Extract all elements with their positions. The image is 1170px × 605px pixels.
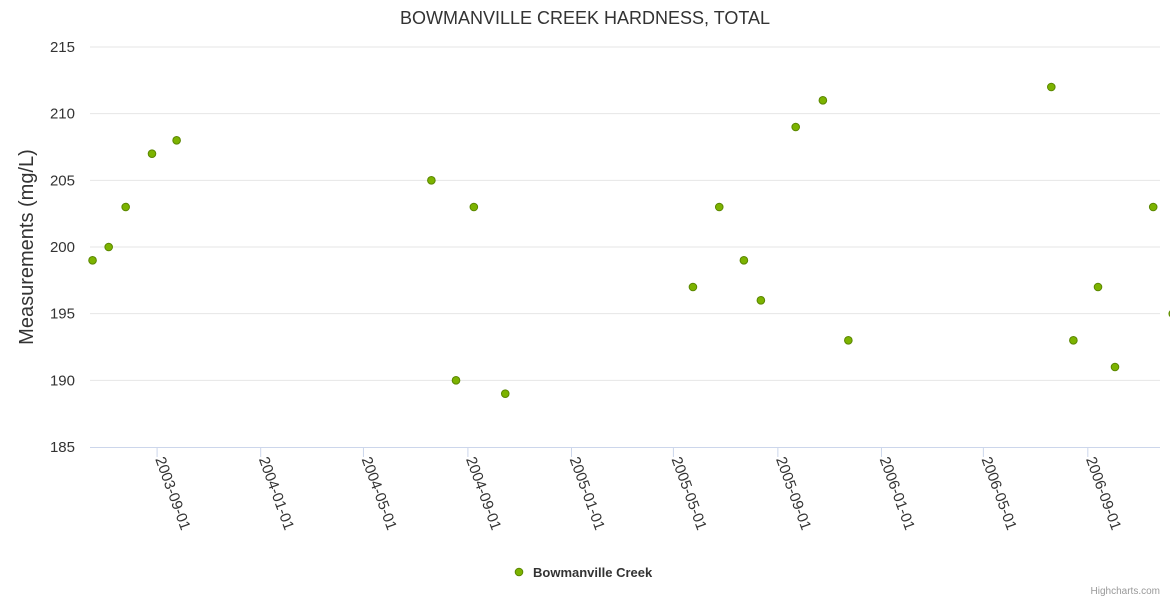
legend[interactable]: Bowmanville Creek [514, 565, 653, 580]
y-tick-label: 215 [50, 39, 75, 56]
y-tick-label: 195 [50, 306, 75, 323]
y-tick-label: 185 [50, 439, 75, 456]
legend-item-label[interactable]: Bowmanville Creek [533, 565, 653, 580]
y-axis: 185 190 195 200 205 210 215 [50, 39, 75, 456]
legend-marker[interactable] [514, 567, 524, 577]
y-tick-label: 210 [50, 106, 75, 123]
data-point[interactable] [121, 202, 130, 212]
x-tick-label: 2006-01-01 [876, 455, 918, 533]
data-point[interactable] [500, 389, 510, 398]
data-point[interactable] [844, 336, 853, 345]
x-tick-label: 2003-09-01 [151, 455, 193, 533]
x-tick-label: 2005-09-01 [772, 455, 814, 533]
y-tick-label: 200 [50, 239, 75, 256]
data-point[interactable] [451, 376, 461, 385]
x-axis: 2003-09-01 2004-01-01 2004-05-01 2004-09-01… [90, 447, 1160, 532]
x-tick-label: 2005-01-01 [566, 455, 608, 533]
data-point[interactable] [688, 282, 698, 292]
x-tick-label: 2004-09-01 [462, 455, 504, 533]
x-tick-label: 2004-05-01 [358, 455, 400, 533]
data-point[interactable] [427, 176, 436, 185]
data-point[interactable] [172, 136, 181, 145]
data-point[interactable] [739, 256, 749, 265]
x-tick-label: 2006-05-01 [978, 455, 1020, 533]
data-point[interactable] [1047, 82, 1056, 92]
data-point[interactable] [1110, 362, 1120, 372]
x-tick-label: 2004-01-01 [255, 455, 297, 533]
credits-link[interactable]: Highcharts.com [1091, 586, 1160, 597]
data-point[interactable] [88, 256, 97, 265]
data-point[interactable] [469, 202, 479, 212]
data-point[interactable] [1148, 202, 1158, 212]
series-bowmanville-creek[interactable] [88, 82, 1170, 398]
data-point[interactable] [147, 149, 157, 158]
data-point[interactable] [791, 122, 800, 132]
data-point[interactable] [818, 96, 828, 105]
y-tick-label: 205 [50, 172, 75, 189]
data-point[interactable] [1069, 336, 1078, 345]
data-point[interactable] [756, 296, 766, 305]
y-tick-label: 190 [50, 372, 75, 389]
data-point[interactable] [104, 242, 113, 252]
x-tick-label: 2005-05-01 [668, 455, 710, 533]
y-axis-title: Measurements (mg/L) [16, 149, 38, 345]
grid [90, 46, 1160, 381]
chart-title: BOWMANVILLE CREEK HARDNESS, TOTAL [400, 8, 770, 28]
x-tick-label: 2006-09-01 [1082, 455, 1124, 533]
data-point[interactable] [714, 202, 724, 212]
data-point[interactable] [1093, 282, 1103, 292]
